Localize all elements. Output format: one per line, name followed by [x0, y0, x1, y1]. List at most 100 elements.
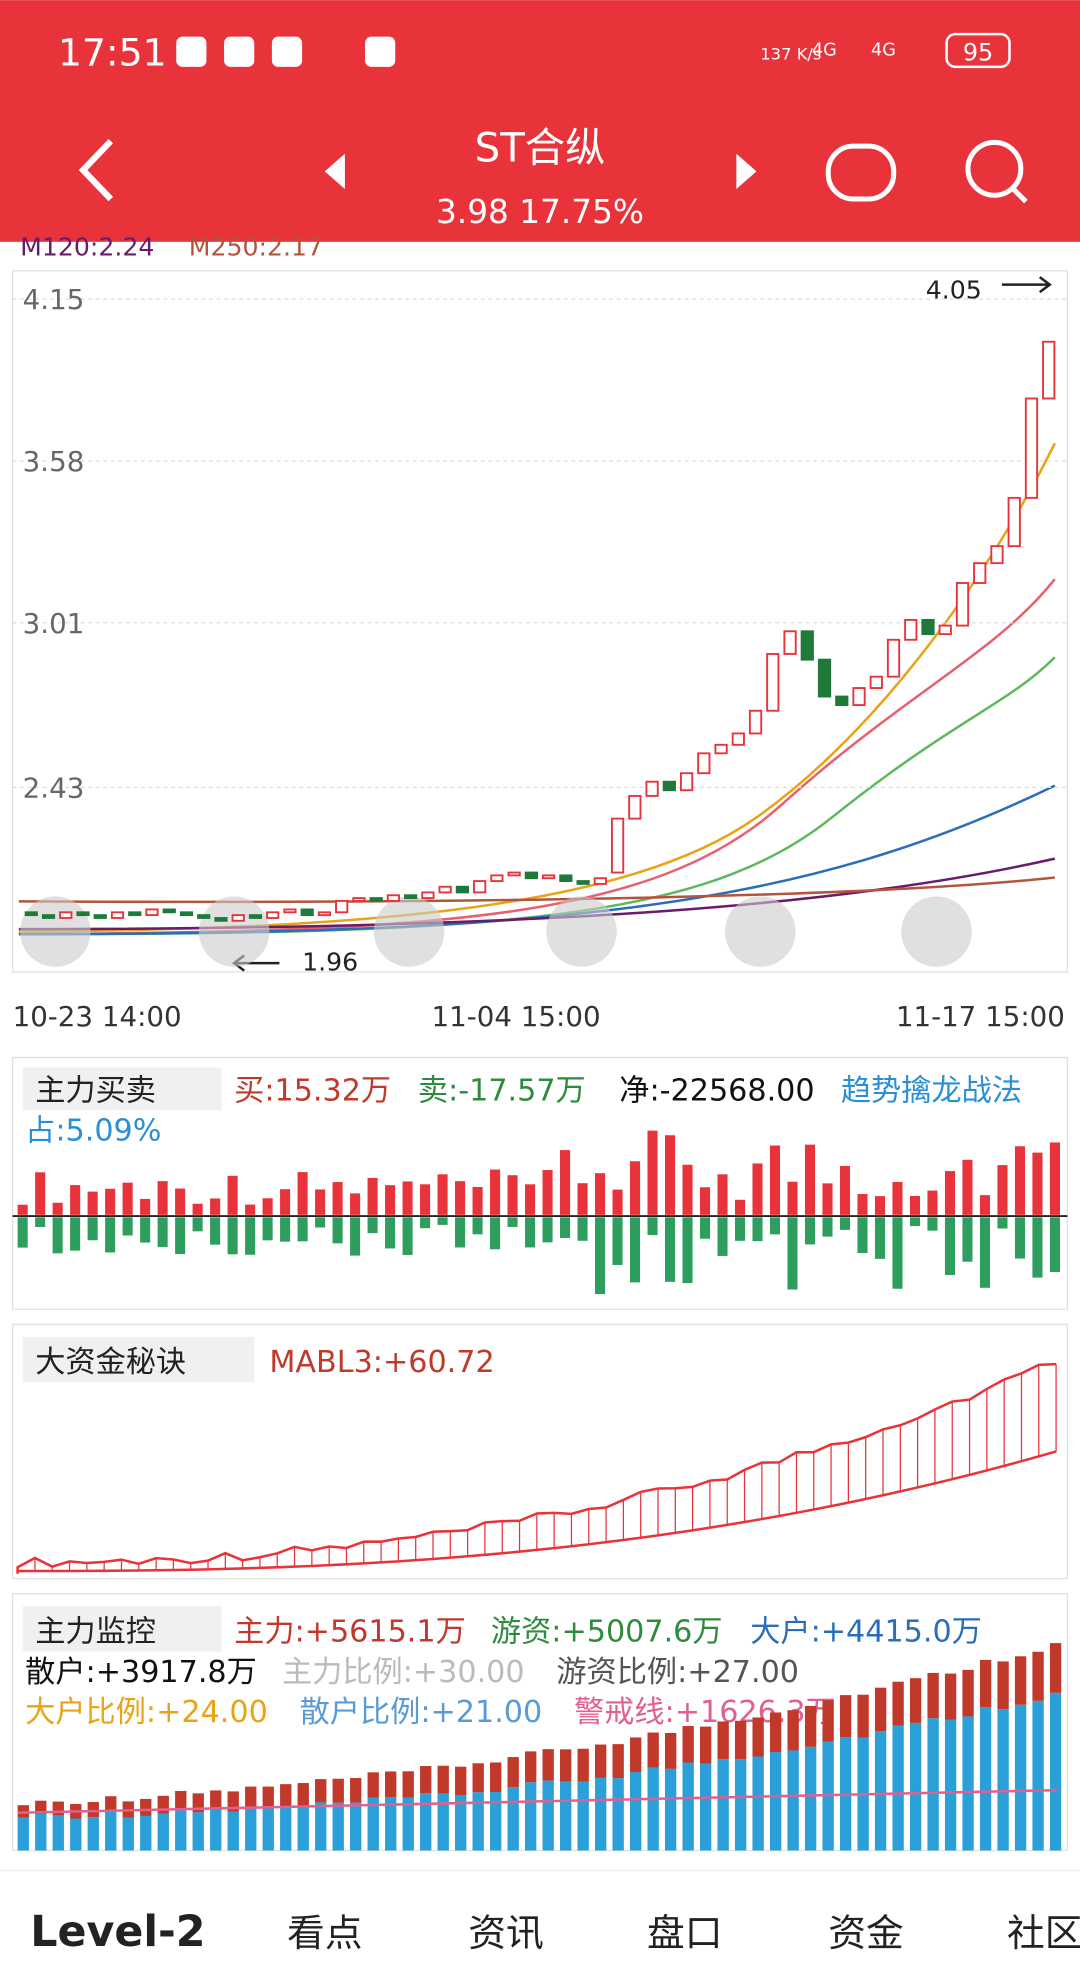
flow-bar [402, 1217, 413, 1255]
flow-bar [857, 1193, 868, 1215]
next-stock[interactable] [736, 153, 757, 189]
x-label: 10-23 14:00 [13, 1000, 182, 1033]
retail-bar [175, 1809, 187, 1851]
flow-bar [944, 1171, 956, 1215]
zoom-out[interactable] [20, 896, 91, 967]
back-button[interactable] [78, 138, 114, 202]
tab[interactable]: 社区 [1007, 1911, 1080, 1955]
tab[interactable]: 看点 [287, 1911, 363, 1955]
battery [945, 32, 1011, 69]
flow-bar [839, 1217, 851, 1230]
retail-bar [122, 1817, 134, 1851]
flow-bar [70, 1185, 81, 1215]
tab[interactable]: 资讯 [468, 1911, 543, 1955]
candle [679, 772, 694, 792]
tab[interactable]: 资金 [828, 1911, 903, 1955]
candle [835, 695, 849, 707]
tab[interactable]: Level-2 [30, 1907, 205, 1957]
retail-bar [455, 1795, 467, 1851]
candle [352, 897, 366, 902]
retail-bar [192, 1812, 204, 1851]
candle [386, 894, 401, 902]
flow-bar [455, 1217, 466, 1248]
flow-bar [385, 1217, 396, 1249]
main-bar [612, 1744, 624, 1779]
flow-bar [647, 1130, 658, 1215]
flow-bar [769, 1217, 781, 1235]
app-icon [271, 36, 303, 67]
robot-button[interactable] [825, 143, 897, 202]
main-bar [140, 1798, 152, 1816]
candle [473, 880, 487, 894]
scroll-right[interactable] [725, 896, 796, 967]
minus[interactable] [373, 896, 445, 967]
candle [852, 687, 866, 707]
panel-selector[interactable] [22, 1067, 222, 1111]
retail-bar [752, 1756, 764, 1851]
candle [973, 562, 987, 584]
ma-legend: M250:2.17 [189, 233, 323, 262]
arrow [1001, 276, 1052, 294]
main-bar [297, 1783, 309, 1806]
tab-bar [0, 1870, 1080, 1974]
main-bar [227, 1791, 239, 1812]
prev-stock[interactable] [324, 153, 345, 189]
retail-bar [385, 1797, 397, 1851]
flow-bar [1049, 1142, 1060, 1215]
candle [662, 780, 676, 792]
panel-selector[interactable] [22, 1606, 222, 1652]
main-bar [857, 1694, 869, 1738]
retail-bar [525, 1782, 537, 1851]
main-bar [87, 1802, 99, 1818]
mabl-line [16, 1450, 1057, 1574]
candle [766, 653, 780, 712]
strategy: 趋势擒龙战法 [841, 1073, 1022, 1108]
zoom-in[interactable] [198, 896, 270, 967]
candle [628, 794, 642, 820]
app-icon [365, 36, 396, 67]
flow-bar [52, 1202, 63, 1215]
candle [248, 914, 263, 919]
candle [24, 911, 38, 917]
flow-bar [420, 1217, 431, 1229]
flow-bar [874, 1217, 886, 1259]
retail-bar [227, 1811, 239, 1851]
flow-bar [350, 1193, 361, 1215]
main-bar [997, 1661, 1009, 1710]
candle [697, 752, 711, 775]
panel-frame [11, 1323, 1069, 1580]
legend: 散户比例:+21.00 [300, 1695, 543, 1730]
retail-bar [717, 1759, 729, 1851]
x-label: 11-04 15:00 [432, 1000, 601, 1033]
legend: 大户比例:+24.00 [25, 1695, 268, 1730]
flow-bar [297, 1217, 308, 1242]
flow-bar [175, 1188, 186, 1215]
retail-bar [944, 1719, 957, 1851]
ma-line [18, 442, 1056, 933]
flow-bar [52, 1217, 63, 1254]
flow-bar [542, 1170, 553, 1215]
fullscreen[interactable] [901, 896, 972, 967]
candle [817, 658, 832, 698]
time: 17:51 [58, 31, 167, 75]
search-button[interactable] [965, 139, 1024, 198]
retail-bar [997, 1709, 1009, 1851]
candle [559, 874, 573, 883]
candle [421, 891, 435, 900]
candle [179, 911, 194, 917]
flow-bar [874, 1196, 886, 1215]
tab[interactable]: 盘口 [647, 1911, 723, 1955]
flow-bar [857, 1217, 868, 1254]
main-bar [192, 1793, 204, 1813]
retail-bar [542, 1780, 554, 1851]
app-icon [176, 36, 207, 67]
main-bar [490, 1762, 502, 1793]
panel-selector[interactable] [22, 1336, 255, 1383]
main-bar [332, 1778, 344, 1803]
flow-bar [490, 1217, 501, 1250]
retail-bar [17, 1817, 29, 1851]
legend: 主力比例:+30.00 [282, 1655, 525, 1690]
scroll-left[interactable] [546, 896, 617, 967]
retail-bar [647, 1767, 659, 1851]
